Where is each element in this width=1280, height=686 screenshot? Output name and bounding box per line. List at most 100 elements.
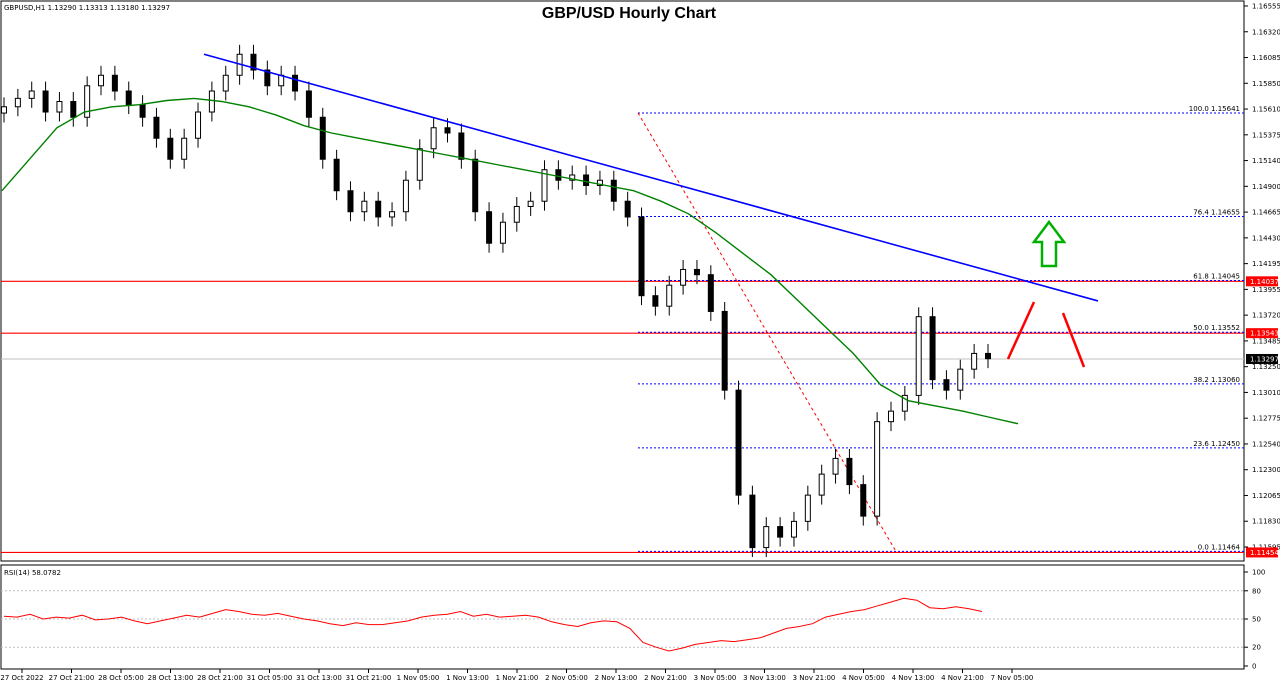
- candle-body: [804, 494, 811, 522]
- time-tick-label: 27 Oct 21:00: [49, 674, 95, 682]
- candle-body: [901, 394, 908, 412]
- candle-body: [486, 211, 493, 244]
- candle-body: [693, 268, 700, 276]
- candle-body: [832, 457, 839, 475]
- time-tick-label: 3 Nov 05:00: [694, 674, 737, 682]
- candle-body: [569, 174, 576, 181]
- symbol-header: GBPUSD,H1 1.13290 1.13313 1.13180 1.1329…: [4, 4, 170, 12]
- candle-body: [375, 200, 382, 218]
- candle-body: [195, 111, 202, 139]
- candle-body: [818, 473, 825, 496]
- price-tick-label: 1.16320: [1252, 28, 1280, 36]
- chart-title: GBP/USD Hourly Chart: [542, 5, 717, 22]
- price-label-text: 1.13543: [1250, 330, 1279, 338]
- price-label-text: 1.14037: [1250, 278, 1279, 286]
- candle-body: [583, 174, 590, 186]
- rsi-label: RSI(14) 58.0782: [4, 569, 61, 577]
- time-tick-label: 1 Nov 13:00: [446, 674, 489, 682]
- time-tick-label: 7 Nov 05:00: [991, 674, 1034, 682]
- candle-body: [250, 53, 257, 71]
- price-tick-label: 1.12540: [1252, 440, 1280, 448]
- candle-body: [680, 268, 687, 286]
- price-label-text: 1.11454: [1250, 549, 1279, 557]
- bearish-scenario-arrow: [1061, 312, 1086, 368]
- candle-body: [167, 137, 174, 160]
- price-tick-label: 1.13250: [1252, 363, 1280, 371]
- price-tick-label: 1.14195: [1252, 260, 1280, 268]
- time-tick-label: 3 Nov 21:00: [793, 674, 836, 682]
- candle-body: [181, 137, 188, 160]
- time-tick-label: 4 Nov 05:00: [842, 674, 885, 682]
- time-tick-label: 28 Oct 13:00: [148, 674, 194, 682]
- candle-body: [430, 127, 437, 150]
- up-arrow-icon: [1031, 219, 1067, 268]
- price-label-box: [1246, 276, 1278, 287]
- fib-level-label: 38.2 1.13060: [1193, 376, 1240, 384]
- candle-body: [596, 179, 603, 186]
- candle-body: [846, 457, 853, 486]
- candle-body: [305, 90, 312, 118]
- time-tick-label: 1 Nov 05:00: [397, 674, 440, 682]
- price-tick-label: 1.13010: [1252, 389, 1280, 397]
- candle-body: [56, 101, 63, 113]
- candle-body: [929, 316, 936, 381]
- rsi-tick-label: 100: [1252, 569, 1265, 577]
- fib-level-label: 76.4 1.14655: [1193, 208, 1240, 216]
- price-tick-label: 1.14900: [1252, 183, 1280, 191]
- candle-body: [319, 116, 326, 160]
- time-tick-label: 2 Nov 21:00: [644, 674, 687, 682]
- candle-body: [513, 205, 520, 223]
- candle-body: [347, 190, 354, 213]
- candle-body: [777, 526, 784, 538]
- price-tick-label: 1.12775: [1252, 415, 1280, 423]
- candle-body: [721, 310, 728, 391]
- candle-body: [874, 421, 881, 517]
- rsi-tick-label: 0: [1252, 663, 1256, 671]
- time-tick-label: 31 Oct 21:00: [346, 674, 392, 682]
- candle-body: [985, 352, 991, 360]
- candle-body: [638, 216, 645, 297]
- candle-body: [458, 132, 465, 160]
- time-tick-label: 28 Oct 05:00: [98, 674, 144, 682]
- time-tick-label: 2 Nov 13:00: [595, 674, 638, 682]
- candle-body: [111, 74, 118, 92]
- candle-body: [125, 90, 132, 106]
- candle-body: [527, 200, 534, 207]
- price-label-box: [1246, 547, 1278, 558]
- rsi-tick-label: 80: [1252, 587, 1261, 595]
- fib-level-label: 0.0 1.11464: [1198, 543, 1241, 551]
- candle-body: [1, 106, 7, 114]
- candle-body: [416, 148, 423, 181]
- price-tick-label: 1.13955: [1252, 286, 1280, 294]
- candle-body: [860, 484, 867, 517]
- price-tick-label: 1.15850: [1252, 80, 1280, 88]
- rsi-tick-label: 50: [1252, 616, 1261, 624]
- fib-level-label: 23.6 1.12450: [1193, 440, 1240, 448]
- time-tick-label: 3 Nov 13:00: [743, 674, 786, 682]
- price-tick-label: 1.16085: [1252, 54, 1280, 62]
- moving-average-line: [1, 97, 1019, 425]
- candle-body: [624, 200, 631, 218]
- price-tick-label: 1.13720: [1252, 312, 1280, 320]
- candle-body: [361, 200, 368, 213]
- candle-body: [42, 90, 49, 113]
- candle-body: [28, 90, 35, 99]
- candle-body: [887, 410, 894, 423]
- candle-body: [790, 520, 797, 538]
- price-tick-label: 1.13485: [1252, 337, 1280, 345]
- price-tick-label: 1.15140: [1252, 157, 1280, 165]
- candle-body: [472, 158, 479, 213]
- candle-body: [14, 97, 21, 108]
- candle-body: [70, 101, 77, 118]
- candle-body: [402, 179, 409, 213]
- price-tick-label: 1.15375: [1252, 131, 1280, 139]
- candle-body: [666, 284, 673, 307]
- candle-body: [444, 127, 451, 134]
- candle-body: [957, 368, 964, 391]
- candle-body: [208, 90, 215, 113]
- candle-body: [652, 295, 659, 307]
- candle-body: [222, 74, 229, 92]
- candle-body: [943, 379, 950, 391]
- candle-body: [499, 221, 506, 244]
